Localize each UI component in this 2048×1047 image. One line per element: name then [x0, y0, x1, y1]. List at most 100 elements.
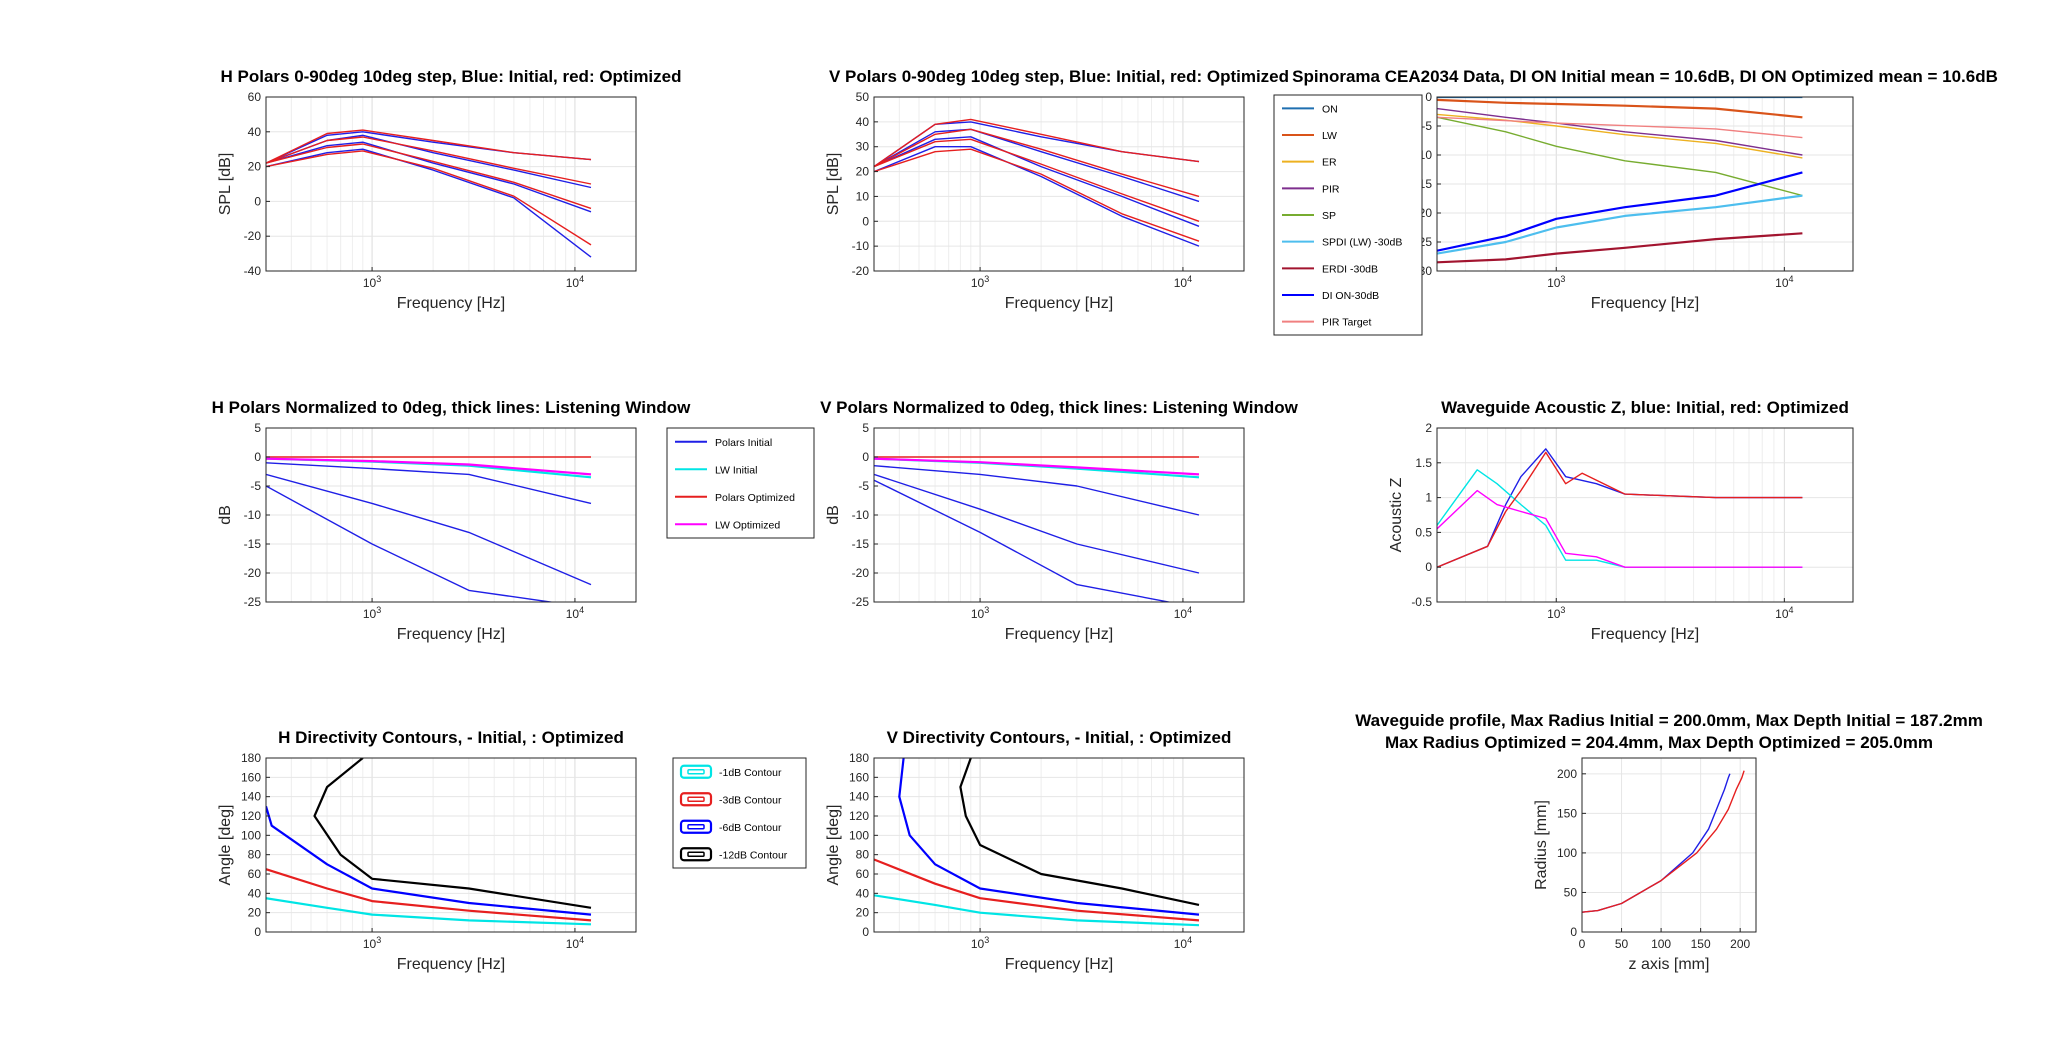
spinorama-y-tick-label: 0 — [1425, 90, 1432, 104]
spinorama-series-line-3 — [1437, 107, 1803, 156]
v-polars-normalized-y-tick-label: -5 — [858, 479, 869, 493]
h-polars-normalized-y-tick-label: -25 — [244, 595, 262, 609]
h-polars-normalized-y-tick-label: -10 — [244, 508, 262, 522]
v-polars-y-tick-label: 10 — [856, 189, 870, 203]
waveguide-profile-y-tick-label: 200 — [1557, 767, 1577, 781]
spinorama-series-line-6 — [1437, 232, 1803, 264]
h-polars-normalized-y-tick-label: -5 — [250, 479, 261, 493]
v-polars-normalized-y-tick-label: 5 — [862, 421, 869, 435]
h-contours-series — [266, 758, 592, 926]
v-polars-normalized-y-tick-label: -15 — [852, 537, 870, 551]
v-polars-axes-frame — [873, 96, 1245, 272]
h-polars-y-tick-label: 20 — [248, 160, 262, 174]
spinorama-legend-label-5: SPDI (LW) -30dB — [1322, 237, 1402, 249]
h-contours-legend-swatch-inner-0 — [687, 769, 705, 775]
acoustic-z-y-tick-label: 0 — [1425, 560, 1432, 574]
v-contours-title: V Directivity Contours, - Initial, : Opt… — [887, 728, 1232, 747]
v-contours-series-line-3 — [959, 758, 1200, 906]
h-polars-normalized-legend-label-1: LW Initial — [715, 464, 757, 476]
h-polars-normalized-ylabel: dB — [217, 505, 234, 525]
h-polars-normalized-y-tick-label: 5 — [254, 421, 261, 435]
spinorama-legend-label-7: DI ON-30dB — [1322, 290, 1379, 302]
v-contours-y-tick-label: 40 — [856, 886, 870, 900]
h-contours-legend-swatch-1 — [679, 792, 713, 807]
v-contours-y-tick-label: 100 — [849, 828, 869, 842]
v-polars-series — [874, 118, 1200, 247]
h-polars-normalized-legend-label-3: LW Optimized — [715, 519, 780, 531]
v-polars-normalized-y-tick-label: -25 — [852, 595, 870, 609]
h-contours-legend-swatch-inner-3 — [687, 851, 705, 857]
h-polars-normalized-legend-box — [666, 427, 815, 539]
v-contours-series-line-1 — [874, 858, 1200, 922]
h-contours-title: H Directivity Contours, - Initial, : Opt… — [278, 728, 624, 747]
v-polars-series-line-7 — [874, 148, 1200, 242]
h-polars-normalized-legend: Polars Initial LW Initial Polars Optimized… — [666, 427, 815, 539]
h-contours-xlabel: Frequency [Hz] — [397, 956, 505, 973]
spinorama-legend-label-1: LW — [1322, 130, 1337, 142]
v-polars-normalized-title: V Polars Normalized to 0deg, thick lines… — [820, 398, 1299, 417]
spinorama-series-line-2 — [1437, 113, 1803, 159]
v-polars-y-tick-label: -20 — [852, 264, 870, 278]
h-polars-normalized-series-line-5 — [266, 457, 592, 476]
v-contours-series-line-2 — [898, 758, 1200, 916]
v-contours-series — [874, 758, 1200, 927]
h-contours-y-tick-label: 40 — [248, 886, 262, 900]
spinorama-legend-label-3: PIR — [1322, 183, 1340, 195]
h-polars-normalized-y-tick-label: -20 — [244, 566, 262, 580]
h-polars-y-tick-label: -40 — [244, 264, 262, 278]
waveguide-profile-ylabel: Radius [mm] — [1533, 800, 1550, 890]
h-polars-normalized-series-line-1 — [266, 462, 592, 505]
v-contours-y-tick-label: 60 — [856, 867, 870, 881]
v-contours-y-tick-label: 180 — [849, 751, 869, 765]
v-polars-normalized-series-line-2 — [874, 473, 1200, 574]
acoustic-z-plot-area — [1437, 428, 1853, 602]
v-polars-normalized-y-tick-label: 0 — [862, 450, 869, 464]
spinorama-series-line-8 — [1437, 116, 1803, 139]
v-polars-series-line-5 — [874, 128, 1200, 198]
waveguide-profile-x-tick-label: 150 — [1691, 937, 1711, 951]
spinorama-series-line-1 — [1437, 98, 1803, 119]
spinorama-title: Spinorama CEA2034 Data, DI ON Initial me… — [1292, 67, 1998, 86]
spinorama-series — [1437, 97, 1803, 264]
spinorama-y-tick-label: -5 — [1421, 119, 1432, 133]
v-polars-title: V Polars 0-90deg 10deg step, Blue: Initi… — [829, 67, 1289, 86]
h-contours-y-tick-label: 140 — [241, 790, 261, 804]
h-polars-normalized-series-line-3 — [266, 485, 556, 602]
h-contours-legend-swatch-3 — [679, 847, 713, 862]
v-polars-ylabel: SPL [dB] — [825, 153, 842, 216]
acoustic-z-series — [1437, 448, 1803, 568]
waveguide-profile-y-tick-label: 0 — [1570, 925, 1577, 939]
h-polars-axes-frame — [265, 96, 637, 272]
v-polars-normalized-series-line-5 — [874, 457, 1200, 476]
v-polars-normalized-series-line-1 — [874, 465, 1200, 516]
acoustic-z-series-line-3 — [1437, 489, 1803, 568]
waveguide-profile-title: Waveguide profile, Max Radius Initial = … — [1355, 711, 1983, 730]
v-polars-y-tick-label: 30 — [856, 140, 870, 154]
acoustic-z-y-tick-label: 1 — [1425, 491, 1432, 505]
spinorama-legend-label-2: ER — [1322, 157, 1337, 169]
v-contours-y-tick-label: 20 — [856, 906, 870, 920]
spinorama-legend-label-4: SP — [1322, 210, 1336, 222]
h-contours-y-tick-label: 80 — [248, 848, 262, 862]
v-polars-series-line-6 — [874, 138, 1200, 222]
h-contours-y-tick-label: 120 — [241, 809, 261, 823]
waveguide-profile-y-tick-label: 50 — [1564, 885, 1578, 899]
spinorama-legend: ON LW ER PIR SP SPDI (LW) -30dB ERDI -30dB DI O… — [1273, 94, 1423, 336]
v-polars-normalized-ylabel: dB — [825, 505, 842, 525]
v-contours-y-tick-label: 0 — [862, 925, 869, 939]
h-contours-y-tick-label: 60 — [248, 867, 262, 881]
acoustic-z-y-tick-label: -0.5 — [1411, 595, 1432, 609]
v-contours-xlabel: Frequency [Hz] — [1005, 956, 1113, 973]
waveguide-profile-series — [1582, 770, 1745, 913]
h-polars-normalized-series — [266, 456, 592, 602]
h-contours-legend-label-2: -6dB Contour — [719, 822, 782, 834]
v-polars-xlabel: Frequency [Hz] — [1005, 295, 1113, 312]
v-polars-y-tick-label: 50 — [856, 90, 870, 104]
